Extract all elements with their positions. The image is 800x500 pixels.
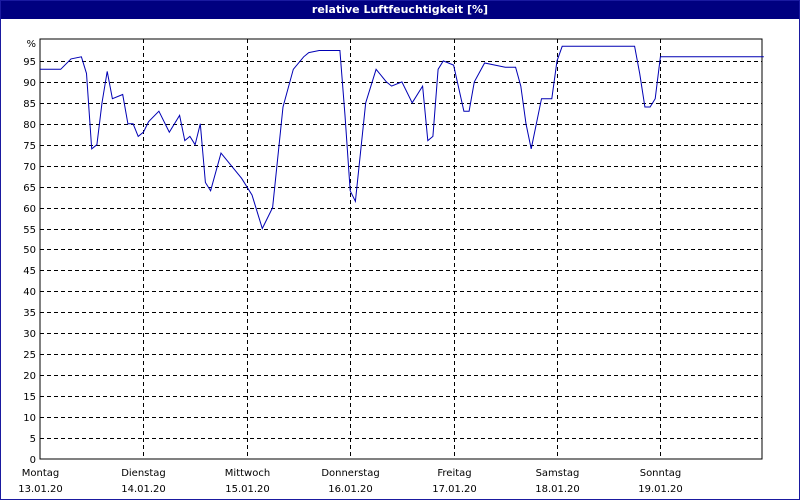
y-tick-label: 65 [23, 183, 36, 194]
x-tick-day: Mittwoch [225, 468, 270, 479]
y-tick-label: 50 [23, 245, 36, 256]
y-tick-label: 60 [23, 204, 36, 215]
y-tick-label: 55 [23, 225, 36, 236]
x-tick-day: Montag [22, 468, 59, 479]
y-tick-label: 20 [23, 371, 36, 382]
y-tick-label: 35 [23, 308, 36, 319]
y-axis-labels: 0 5 10 15 20 25 30 35 40 45 50 55 60 65 70 75 80 85 90 95% [23, 39, 36, 466]
x-tick-date: 13.01.20 [18, 484, 63, 495]
y-tick-label: 40 [23, 287, 36, 298]
y-tick-label: 5 [30, 434, 36, 445]
x-tick-date: 16.01.20 [328, 484, 373, 495]
x-tick-date: 17.01.20 [432, 484, 477, 495]
x-tick-date: 18.01.20 [535, 484, 580, 495]
x-tick-day: Dienstag [121, 468, 166, 479]
y-tick-label: 10 [23, 413, 36, 424]
x-tick-day: Sonntag [640, 468, 682, 479]
x-tick-day: Freitag [437, 468, 471, 479]
y-unit-label: % [26, 39, 36, 50]
y-tick-label: 75 [23, 141, 36, 152]
chart-title: relative Luftfeuchtigkeit [%] [1, 1, 799, 19]
x-tick-date: 15.01.20 [225, 484, 270, 495]
y-tick-label: 0 [30, 455, 36, 466]
x-tick-day: Donnerstag [321, 468, 379, 479]
y-tick-label: 15 [23, 392, 36, 403]
y-tick-label: 95 [23, 57, 36, 68]
y-tick-label: 30 [23, 329, 36, 340]
y-tick-label: 80 [23, 120, 36, 131]
plot-area-border [39, 38, 763, 460]
x-tick-day: Samstag [536, 468, 580, 479]
x-axis-labels: Montag 13.01.20 Dienstag 14.01.20 Mittwoch 15… [18, 468, 683, 495]
x-tick-date: 19.01.20 [638, 484, 683, 495]
y-tick-label: 45 [23, 266, 36, 277]
x-tick-date: 14.01.20 [121, 484, 166, 495]
y-tick-label: 85 [23, 99, 36, 110]
y-tick-label: 90 [23, 78, 36, 89]
grid-lines [40, 39, 762, 459]
y-tick-label: 25 [23, 350, 36, 361]
y-tick-label: 70 [23, 162, 36, 173]
humidity-line [40, 45, 764, 230]
